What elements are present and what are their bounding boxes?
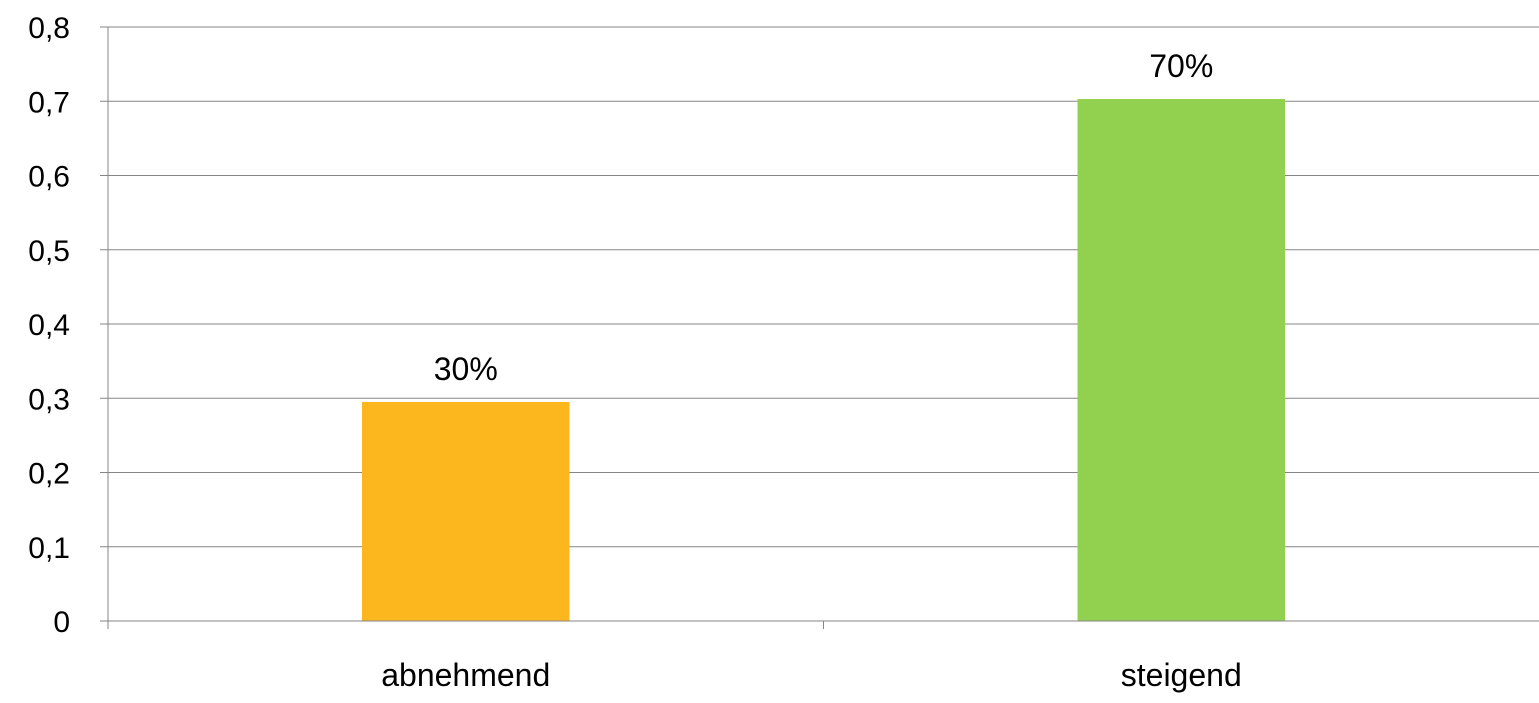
data-label-steigend: 70% xyxy=(1149,48,1213,84)
y-tick-label: 0,2 xyxy=(28,458,70,491)
y-tick-label: 0,8 xyxy=(28,12,70,45)
axes xyxy=(107,27,1539,629)
y-tick-label: 0,7 xyxy=(28,86,70,119)
y-tick-label: 0 xyxy=(53,606,70,639)
x-axis-category-labels: abnehmend steigend xyxy=(381,657,1242,693)
data-labels: 30% 70% xyxy=(434,48,1214,387)
y-tick-label: 0,4 xyxy=(28,309,70,342)
bars xyxy=(362,99,1285,621)
category-label-abnehmend: abnehmend xyxy=(381,657,550,693)
bar-steigend xyxy=(1077,99,1285,621)
y-tick-label: 0,3 xyxy=(28,383,70,416)
gridlines xyxy=(100,26,1539,622)
y-tick-label: 0,1 xyxy=(28,532,70,565)
category-label-steigend: steigend xyxy=(1121,657,1242,693)
y-tick-label: 0,6 xyxy=(28,161,70,194)
y-tick-label: 0,5 xyxy=(28,235,70,268)
bar-abnehmend xyxy=(362,401,570,621)
data-label-abnehmend: 30% xyxy=(434,351,498,387)
y-axis-tick-labels: 0 0,1 0,2 0,3 0,4 0,5 0,6 0,7 0,8 xyxy=(28,12,70,639)
